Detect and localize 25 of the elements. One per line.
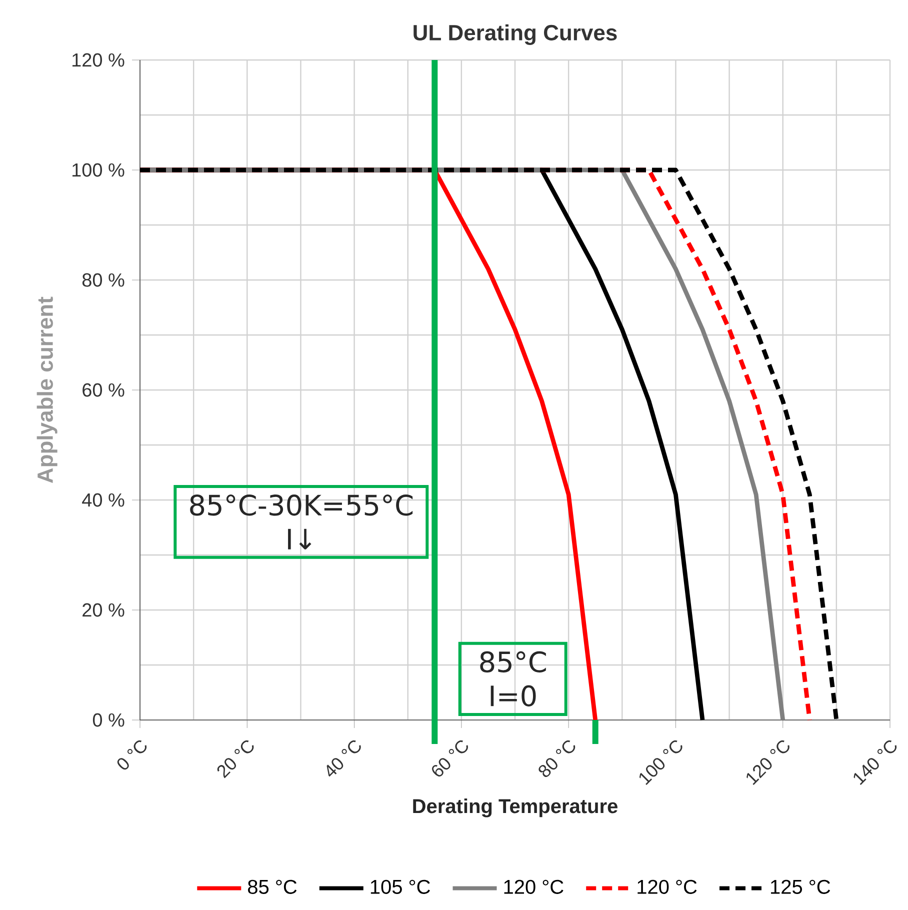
x-tick-label: 0 °C xyxy=(117,740,146,770)
x-tick-label: 40 °C xyxy=(326,740,361,777)
annotation: 85°C-30K=55°C I↓ xyxy=(190,494,412,550)
y-tick-label: 60 % xyxy=(82,383,124,397)
x-tick-label: 100 °C xyxy=(639,740,682,785)
x-tick-label: 120 °C xyxy=(746,740,790,785)
y-tick-label: 120 % xyxy=(72,53,124,67)
y-tick-label: 20 % xyxy=(82,603,124,617)
legend-label: 120 °C xyxy=(504,880,564,894)
x-tick-label: 20 °C xyxy=(217,740,254,778)
y-tick-label: 40 % xyxy=(82,493,124,507)
y-tick-label: 80 % xyxy=(82,273,124,287)
legend-label: 105 °C xyxy=(370,880,430,894)
legend-label: 120 °C xyxy=(637,880,696,894)
annotation: 85°C I=0 xyxy=(480,651,546,707)
x-axis-title: Derating Temperature xyxy=(412,798,618,818)
x-tick-label: 140 °C xyxy=(854,740,896,785)
legend-label: 125 °C xyxy=(770,880,830,894)
chart-title: UL Derating Curves xyxy=(413,24,617,45)
y-tick-label: 100 % xyxy=(72,163,124,177)
y-axis-title: Applyable current xyxy=(36,296,58,483)
y-tick-label: 0 % xyxy=(92,713,124,727)
x-tick-label: 80 °C xyxy=(538,740,575,777)
x-tick-label: 60 °C xyxy=(432,740,468,776)
legend-label: 85 °C xyxy=(248,880,296,894)
